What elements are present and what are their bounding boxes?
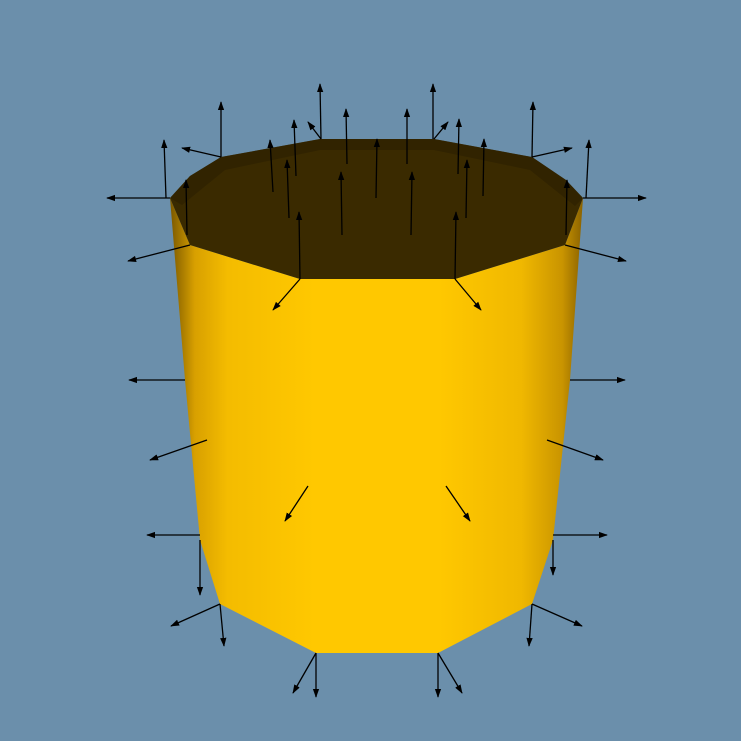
arrow — [127, 244, 191, 263]
arrow — [291, 119, 298, 177]
arrow — [292, 652, 317, 694]
arrow — [342, 108, 350, 165]
arrow — [170, 603, 221, 627]
arrow — [564, 244, 627, 262]
arrow — [454, 278, 482, 311]
normal-arrows — [106, 83, 647, 698]
arrow — [526, 603, 533, 647]
arrow — [316, 83, 324, 140]
arrow — [307, 121, 322, 140]
arrow — [149, 439, 208, 461]
arrow — [219, 603, 227, 647]
arrow — [563, 179, 571, 236]
arrow — [181, 146, 222, 158]
arrow — [437, 652, 463, 694]
cup-outer-wall — [170, 198, 583, 653]
arrow — [585, 139, 592, 199]
cup-inner-opening — [170, 139, 583, 279]
arrow — [531, 603, 583, 627]
arrow — [433, 121, 449, 140]
arrow — [295, 211, 303, 280]
arrow — [284, 159, 291, 219]
arrow — [452, 211, 460, 280]
arrow — [161, 139, 168, 199]
cup-inner-shadow — [170, 139, 583, 206]
arrow — [480, 138, 488, 197]
arrow — [529, 101, 537, 158]
arrow — [272, 278, 301, 311]
arrow — [267, 139, 274, 193]
arrow — [182, 179, 190, 236]
arrow — [546, 439, 604, 461]
arrow — [463, 159, 471, 219]
arrow — [337, 171, 345, 236]
arrow — [408, 171, 416, 236]
arrow — [373, 138, 381, 199]
arrow — [531, 146, 573, 158]
arrow — [284, 485, 309, 522]
arrow — [445, 485, 471, 522]
arrow — [455, 118, 463, 175]
